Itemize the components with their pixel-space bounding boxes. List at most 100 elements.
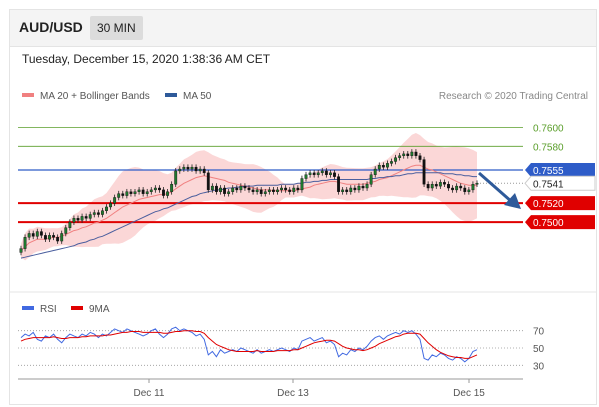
legend-ma50-label: MA 50 xyxy=(183,91,212,102)
candle-body xyxy=(105,206,108,211)
candle-body xyxy=(133,191,137,194)
candle-body xyxy=(170,184,174,192)
candle-body xyxy=(56,237,60,242)
candle-body xyxy=(471,184,475,191)
timeframe-button[interactable]: 30 MIN xyxy=(90,16,143,40)
candle-body xyxy=(239,185,243,191)
candle-body xyxy=(190,166,194,170)
ma20-swatch xyxy=(22,93,34,98)
candle-body xyxy=(463,187,467,192)
credit: Research © 2020 Trading Central xyxy=(438,91,588,102)
candle-body xyxy=(247,187,251,191)
rsi-tick-label: 50 xyxy=(533,344,545,355)
legend-rsi: RSI xyxy=(22,304,57,315)
candle-body xyxy=(251,189,255,192)
candle-body xyxy=(219,187,222,192)
candle-body xyxy=(158,187,161,191)
candle-body xyxy=(438,182,442,187)
candle-body xyxy=(284,187,288,191)
candle-body xyxy=(88,214,92,219)
x-tick-label: Dec 13 xyxy=(277,388,309,399)
candle-body xyxy=(162,189,165,196)
ma50-swatch xyxy=(165,93,177,98)
legend-9ma-label: 9MA xyxy=(89,304,110,315)
legend-9ma: 9MA xyxy=(71,304,110,315)
candle-body xyxy=(31,233,35,237)
candle-body xyxy=(19,248,23,253)
candle-body xyxy=(223,187,226,194)
candle-body xyxy=(198,168,202,172)
candle-body xyxy=(194,166,198,172)
candle-body xyxy=(227,191,231,194)
legend-rsi-label: RSI xyxy=(40,304,57,315)
candle-body xyxy=(259,189,263,194)
symbol-label: AUD/USD xyxy=(19,19,83,35)
candle-body xyxy=(255,189,259,192)
candle-body xyxy=(349,187,353,192)
last-price-tag-shape xyxy=(524,175,596,191)
candle-body xyxy=(467,189,471,192)
last-price-tag: 0.7541 xyxy=(533,179,564,190)
candle-body xyxy=(272,189,275,192)
candle-body xyxy=(92,212,96,215)
support-tag-shape xyxy=(525,196,595,211)
candle-body xyxy=(324,170,328,175)
candle-body xyxy=(475,183,479,185)
pivot-tag: 0.7555 xyxy=(533,166,564,177)
candle-body xyxy=(443,182,446,185)
candle-body xyxy=(308,172,312,175)
timestamp: Tuesday, December 15, 2020 1:38:36 AM CE… xyxy=(22,52,271,66)
forecast-arrow-shaft xyxy=(478,171,513,204)
resistance-tag: 0.7580 xyxy=(533,142,564,153)
bollinger-band xyxy=(21,133,477,261)
candle-body xyxy=(39,231,43,236)
last-price-tag-group: 0.7541 xyxy=(524,175,596,191)
candle-body xyxy=(109,202,112,208)
candle-body xyxy=(206,172,210,191)
pivot-tag-shape xyxy=(525,163,595,177)
candle-body xyxy=(44,235,47,240)
candle-body xyxy=(341,189,345,192)
candle-body xyxy=(60,233,64,242)
candle-body xyxy=(447,184,450,189)
candle-body xyxy=(68,221,72,228)
legend-ma20-label: MA 20 + Bollinger Bands xyxy=(40,91,150,102)
candle-body xyxy=(276,189,279,192)
candle-body xyxy=(365,184,369,189)
forecast-arrow-head xyxy=(504,193,521,209)
candle-body xyxy=(320,170,324,174)
x-tick-label: Dec 11 xyxy=(134,388,165,399)
candle-body xyxy=(353,187,357,191)
candle-body xyxy=(153,187,157,191)
rsi-tick-label: 70 xyxy=(533,327,545,338)
candle-body xyxy=(337,176,340,192)
pivot-tag-group: 0.7555 xyxy=(525,163,595,177)
candle-body xyxy=(381,165,385,168)
candle-body xyxy=(202,168,206,174)
candle-body xyxy=(455,185,459,191)
candle-body xyxy=(48,235,51,240)
candle-body xyxy=(23,237,27,249)
candle-body xyxy=(263,191,267,194)
candle-body xyxy=(333,172,336,177)
candle-body xyxy=(394,157,397,162)
candle-body xyxy=(402,153,406,156)
candle-body xyxy=(145,191,149,194)
candle-body xyxy=(434,184,438,187)
rsi-ma-line xyxy=(20,330,478,359)
candle-body xyxy=(451,187,454,191)
candle-body xyxy=(418,155,422,160)
legend-ma20: MA 20 + Bollinger Bands xyxy=(22,91,150,102)
candle-body xyxy=(329,172,332,175)
candle-body xyxy=(398,155,402,158)
candle-body xyxy=(210,185,214,191)
candle-body xyxy=(312,172,316,175)
candle-body xyxy=(316,172,320,175)
candle-body xyxy=(121,193,125,196)
candle-body xyxy=(267,189,271,192)
candle-body xyxy=(304,174,308,179)
candle-body xyxy=(84,216,88,219)
candle-body xyxy=(166,191,169,196)
support-tag-shape xyxy=(525,215,595,230)
